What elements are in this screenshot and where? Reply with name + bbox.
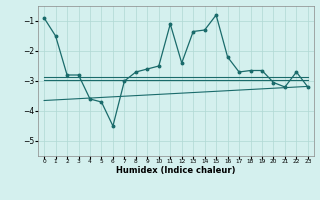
X-axis label: Humidex (Indice chaleur): Humidex (Indice chaleur) xyxy=(116,166,236,175)
